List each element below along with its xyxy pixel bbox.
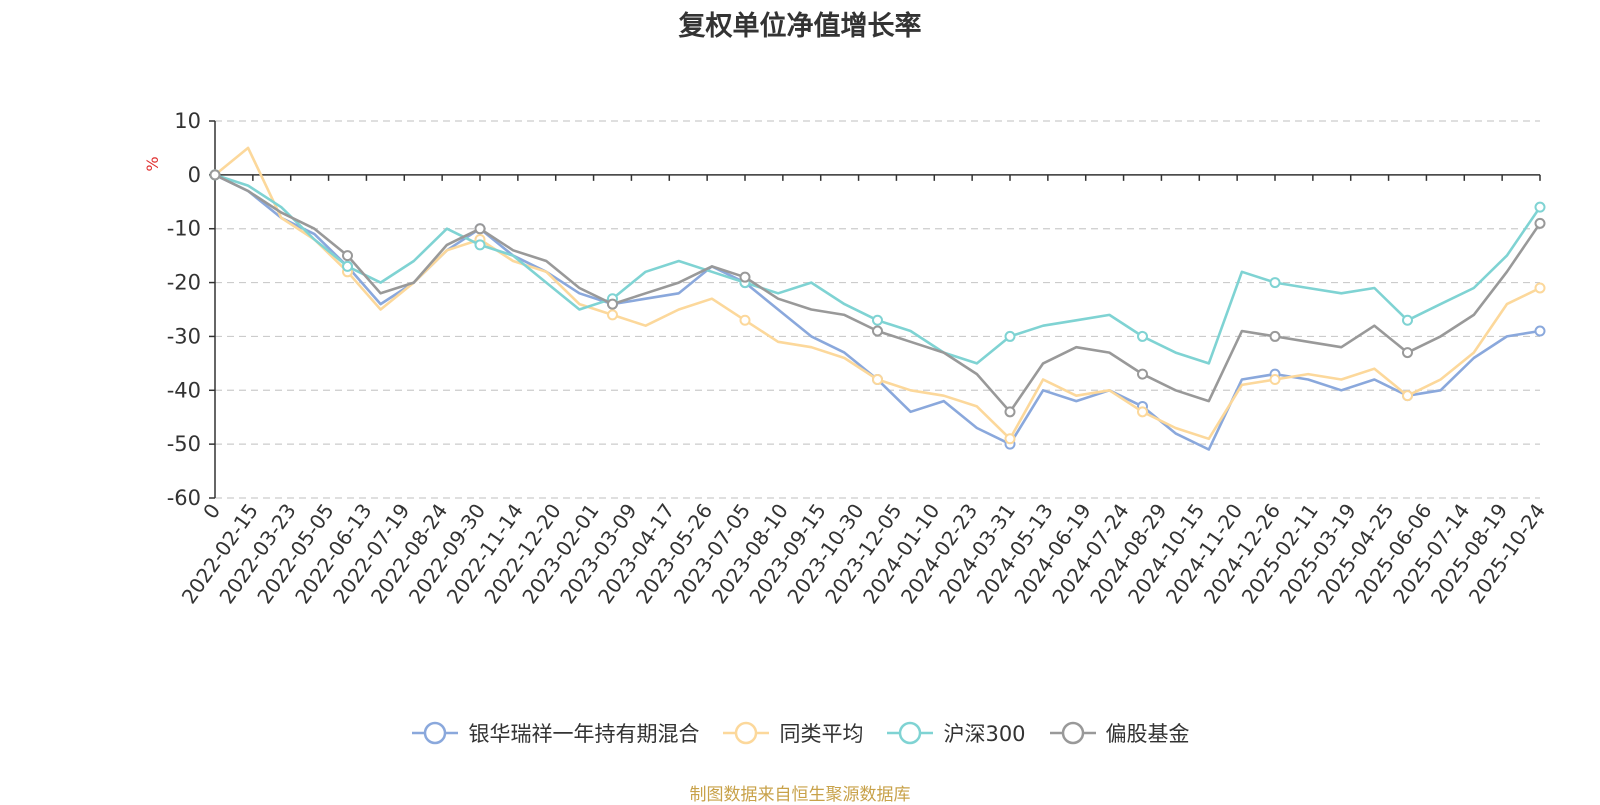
y-tick-label: -10 [167, 217, 201, 241]
series-point-1 [1004, 433, 1016, 445]
legend-item[interactable]: 同类平均 [721, 718, 863, 748]
legend-line-circle-icon [1049, 721, 1096, 745]
y-tick-label: -20 [167, 271, 201, 295]
legend: 银华瑞祥一年持有期混合 同类平均 沪深300 偏股基金 [0, 718, 1600, 748]
legend-label: 同类平均 [779, 722, 864, 746]
series-point-2 [1402, 314, 1413, 326]
legend-line-circle-icon [887, 721, 934, 745]
series-point-3 [1004, 406, 1016, 418]
series-point-3 [1269, 330, 1281, 342]
y-tick-label: 0 [188, 163, 201, 187]
series-point-3 [1137, 368, 1148, 380]
series-point-3 [739, 271, 751, 283]
legend-line-circle-icon [723, 721, 770, 745]
legend-item[interactable]: 银华瑞祥一年持有期混合 [410, 718, 699, 748]
series-point-2 [1137, 330, 1148, 342]
series-point-1 [739, 314, 751, 326]
axes [209, 120, 1541, 499]
series-line-0 [214, 173, 1541, 451]
y-tick-label: -60 [167, 486, 201, 510]
y-axis-unit: % [143, 156, 162, 171]
legend-line-circle-icon [412, 721, 459, 745]
series-point-1 [1402, 390, 1413, 402]
legend-item[interactable]: 偏股基金 [1048, 718, 1190, 748]
series-point-2 [474, 239, 486, 251]
series-point-3 [1402, 347, 1413, 359]
series-point-2 [872, 314, 883, 326]
y-tick-label: 10 [174, 109, 201, 133]
series-point-1 [872, 374, 883, 386]
y-tick-label: -50 [167, 432, 201, 456]
y-tick-label: -30 [167, 324, 201, 348]
series-point-0 [1534, 325, 1546, 337]
chart-title: 复权单位净值增长率 [678, 11, 922, 42]
series-point-3 [209, 169, 221, 181]
series-point-1 [1534, 282, 1546, 294]
series-point-3 [1534, 217, 1546, 229]
source-note: 制图数据来自恒生聚源数据库 [689, 785, 911, 805]
series-point-2 [1534, 201, 1546, 213]
y-tick-label: -40 [167, 378, 201, 402]
series-point-1 [1269, 374, 1281, 386]
series-point-2 [342, 260, 353, 272]
x-tick-label: 0 [198, 499, 225, 523]
series-point-3 [607, 298, 618, 310]
series-point-3 [342, 250, 353, 262]
series-lines [209, 146, 1546, 451]
legend-label: 银华瑞祥一年持有期混合 [468, 722, 700, 746]
legend-label: 沪深300 [943, 722, 1026, 746]
series-point-3 [872, 325, 883, 337]
legend-item[interactable]: 沪深300 [885, 718, 1026, 748]
series-point-2 [1004, 330, 1016, 342]
series-point-2 [1269, 277, 1281, 289]
series-point-3 [474, 223, 486, 235]
grid-lines [215, 120, 1540, 499]
series-point-1 [607, 309, 618, 321]
series-point-1 [1137, 406, 1148, 418]
legend-label: 偏股基金 [1105, 722, 1190, 746]
